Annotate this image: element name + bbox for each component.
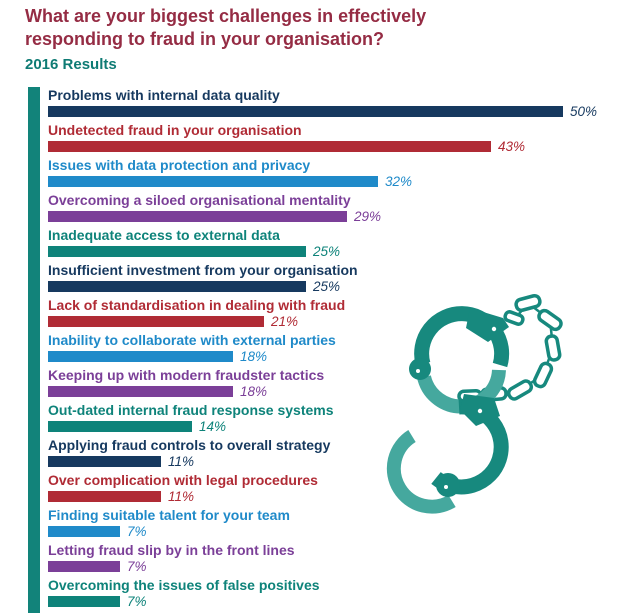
bar-label: Issues with data protection and privacy	[48, 157, 311, 173]
bar-label: Finding suitable talent for your team	[48, 507, 290, 523]
bar	[48, 176, 378, 187]
bar-label: Keeping up with modern fraudster tactics	[48, 367, 325, 383]
bar	[48, 421, 192, 432]
bar-row: Applying fraud controls to overall strat…	[48, 437, 628, 472]
bar-line: 7%	[48, 559, 628, 574]
bar-chart: Problems with internal data quality 50% …	[28, 87, 628, 613]
bar	[48, 106, 563, 117]
bar-label: Out-dated internal fraud response system…	[48, 402, 334, 418]
bar	[48, 491, 161, 502]
bar-value: 50%	[570, 104, 598, 119]
bar-value: 25%	[313, 244, 341, 259]
bar	[48, 386, 233, 397]
bar-line: 7%	[48, 524, 628, 539]
bar-row: Letting fraud slip by in the front lines…	[48, 542, 628, 577]
bar-rows: Problems with internal data quality 50% …	[40, 87, 628, 612]
bar-row: Problems with internal data quality 50%	[48, 87, 628, 122]
bar-line: 21%	[48, 314, 628, 329]
bar-line: 14%	[48, 419, 628, 434]
bar-value: 18%	[240, 384, 268, 399]
bar	[48, 561, 120, 572]
bar	[48, 211, 347, 222]
bar-label: Inability to collaborate with external p…	[48, 332, 336, 348]
bar-row: Overcoming a siloed organisational menta…	[48, 192, 628, 227]
bar-value: 29%	[354, 209, 382, 224]
bar-value: 7%	[127, 559, 147, 574]
bar	[48, 526, 120, 537]
bar-value: 43%	[498, 139, 526, 154]
bar-value: 32%	[385, 174, 413, 189]
bar-line: 7%	[48, 594, 628, 609]
bar	[48, 246, 306, 257]
bar	[48, 456, 161, 467]
bar-label: Over complication with legal procedures	[48, 472, 318, 488]
bar-row: Lack of standardisation in dealing with …	[48, 297, 628, 332]
bar-line: 50%	[48, 104, 628, 119]
bar-row: Insufficient investment from your organi…	[48, 262, 628, 297]
bar-row: Finding suitable talent for your team 7%	[48, 507, 628, 542]
bar-label: Letting fraud slip by in the front lines	[48, 542, 295, 558]
bar-line: 11%	[48, 489, 628, 504]
bar	[48, 596, 120, 607]
bar	[48, 351, 233, 362]
bar-row: Issues with data protection and privacy …	[48, 157, 628, 192]
bar-line: 18%	[48, 384, 628, 399]
bar	[48, 316, 264, 327]
bar	[48, 141, 491, 152]
bar-label: Overcoming a siloed organisational menta…	[48, 192, 351, 208]
bar-value: 11%	[168, 454, 195, 469]
bar-label: Insufficient investment from your organi…	[48, 262, 358, 278]
bar-value: 7%	[127, 594, 147, 609]
chart-subtitle: 2016 Results	[25, 56, 117, 73]
page-title: What are your biggest challenges in effe…	[25, 6, 427, 49]
bar-line: 18%	[48, 349, 628, 364]
bar-line: 43%	[48, 139, 628, 154]
bar-row: Over complication with legal procedures …	[48, 472, 628, 507]
bar-row: Undetected fraud in your organisation 43…	[48, 122, 628, 157]
bar-line: 25%	[48, 244, 628, 259]
bar-label: Inadequate access to external data	[48, 227, 280, 243]
bar-row: Inability to collaborate with external p…	[48, 332, 628, 367]
lower-cuff	[386, 394, 509, 514]
bar-label: Applying fraud controls to overall strat…	[48, 437, 331, 453]
bar-value: 21%	[271, 314, 299, 329]
bar	[48, 281, 306, 292]
bar-value: 14%	[199, 419, 227, 434]
bar-label: Undetected fraud in your organisation	[48, 122, 302, 138]
bar-row: Overcoming the issues of false positives…	[48, 577, 628, 612]
bar-line: 32%	[48, 174, 628, 189]
bar-value: 7%	[127, 524, 147, 539]
bar-line: 11%	[48, 454, 628, 469]
bar-row: Inadequate access to external data 25%	[48, 227, 628, 262]
bar-value: 25%	[313, 279, 341, 294]
bar-row: Keeping up with modern fraudster tactics…	[48, 367, 628, 402]
bar-row: Out-dated internal fraud response system…	[48, 402, 628, 437]
bar-label: Problems with internal data quality	[48, 87, 280, 103]
bar-value: 18%	[240, 349, 268, 364]
bar-value: 11%	[168, 489, 195, 504]
bar-label: Overcoming the issues of false positives	[48, 577, 320, 593]
bar-label: Lack of standardisation in dealing with …	[48, 297, 346, 313]
bar-line: 25%	[48, 279, 628, 294]
bar-line: 29%	[48, 209, 628, 224]
handcuffs-illustration	[386, 293, 563, 514]
accent-strip	[28, 87, 40, 613]
